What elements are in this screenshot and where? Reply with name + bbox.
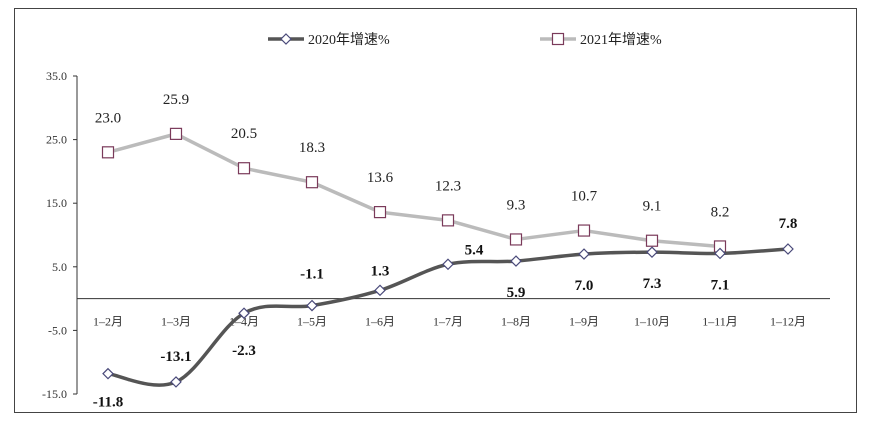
- marker-2020: [442, 258, 454, 271]
- data-label-2020: 7.1: [711, 277, 730, 293]
- data-label-2021: 25.9: [163, 92, 189, 108]
- series-line-2021: [107, 132, 721, 249]
- legend-marker-2020: [280, 33, 292, 45]
- data-label-2020: -2.3: [232, 343, 256, 359]
- marker-2020: [102, 367, 114, 380]
- legend: 2020年增速% 2021年增速%: [268, 32, 662, 48]
- legend-label-2020: 2020年增速%: [308, 32, 390, 48]
- marker-2021: [373, 206, 387, 219]
- x-tick-label: 1–8月: [501, 315, 531, 329]
- data-label-2020: 1.3: [371, 263, 390, 279]
- data-labels: 23.0 25.9 20.5 18.3 13.6 12.3 9.3 10.7 9.1 8.2 -11…: [93, 92, 798, 411]
- data-label-2020: -1.1: [300, 267, 324, 283]
- series-2020: [102, 243, 794, 388]
- data-label-2020: 7.0: [575, 278, 594, 294]
- y-tick-label: 5.0: [52, 260, 67, 274]
- series-2021: [101, 127, 727, 253]
- data-label-2021: 8.2: [711, 204, 730, 220]
- x-tick-label: 1–2月: [93, 315, 123, 329]
- data-label-2020: 5.4: [465, 242, 484, 258]
- marker-2020: [782, 243, 794, 255]
- marker-2020: [714, 247, 726, 260]
- marker-2021: [101, 146, 115, 159]
- marker-2021: [237, 162, 251, 175]
- data-label-2021: 9.1: [643, 199, 662, 215]
- x-tick-label: 1–10月: [634, 315, 670, 329]
- data-label-2021: 9.3: [507, 197, 526, 213]
- marker-2021: [169, 127, 183, 140]
- chart-frame: [14, 8, 857, 413]
- marker-2020: [510, 255, 522, 267]
- data-label-2020: -11.8: [93, 395, 123, 411]
- y-tick-label: 15.0: [46, 196, 67, 210]
- y-tick-label: -5.0: [48, 323, 67, 337]
- x-tick-label: 1–6月: [365, 315, 395, 329]
- legend-marker-2021: [551, 32, 565, 46]
- y-tick-label: 35.0: [46, 69, 67, 83]
- x-tick-label: 1–3月: [161, 315, 191, 329]
- y-tick-label: -15.0: [42, 387, 67, 401]
- x-tick-label: 1–12月: [770, 315, 806, 329]
- data-label-2020: 7.8: [779, 216, 798, 232]
- marker-2021: [509, 233, 523, 246]
- data-label-2021: 23.0: [95, 110, 121, 126]
- marker-2021: [441, 214, 455, 227]
- y-tick-label: 25.0: [46, 133, 67, 147]
- marker-2021: [645, 234, 659, 247]
- data-label-2021: 12.3: [435, 178, 461, 194]
- data-label-2021: 10.7: [571, 189, 598, 205]
- x-tick-label: 1–9月: [569, 315, 599, 329]
- x-tick-label: 1–11月: [702, 315, 738, 329]
- x-tick-label: 1–5月: [297, 315, 327, 329]
- x-tick-label: 1–7月: [433, 315, 463, 329]
- marker-2020: [374, 284, 386, 297]
- data-label-2020: 5.9: [507, 285, 526, 301]
- data-label-2020: 7.3: [643, 276, 662, 292]
- marker-2020: [306, 299, 318, 312]
- data-label-2021: 13.6: [367, 170, 394, 186]
- marker-2021: [305, 176, 319, 189]
- marker-2020: [578, 248, 590, 260]
- data-label-2021: 18.3: [299, 140, 325, 156]
- marker-2021: [577, 224, 591, 237]
- marker-2020: [646, 246, 658, 259]
- legend-label-2021: 2021年增速%: [580, 32, 662, 48]
- axes: 35.025.015.05.0-5.0-15.01–2月 1–3月 1–4月 1–5月…: [42, 69, 830, 401]
- data-label-2020: -13.1: [160, 349, 191, 365]
- marker-2020: [170, 376, 182, 388]
- data-label-2021: 20.5: [231, 126, 257, 142]
- marker-2020: [238, 307, 250, 320]
